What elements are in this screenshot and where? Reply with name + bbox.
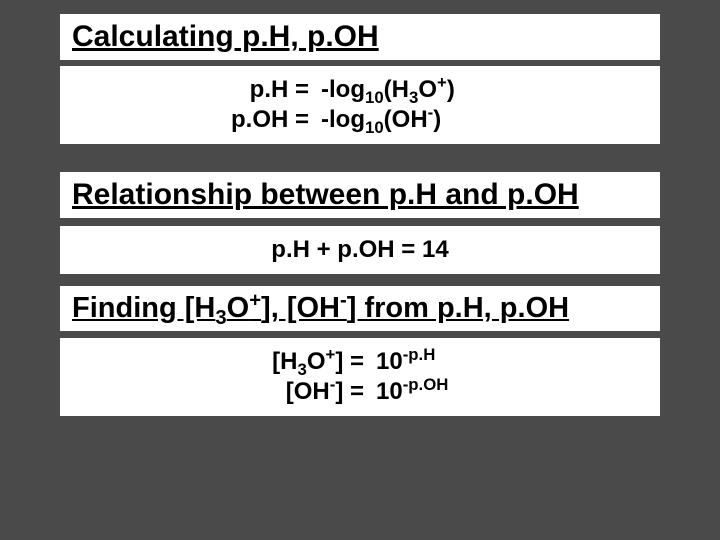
formula-right: 10-p.H: [370, 348, 530, 376]
formulas-finding: [H3O+] = 10-p.H [OH-] = 10-p.OH: [60, 338, 660, 416]
formula-left: p.H =: [185, 76, 315, 104]
formula-left: [OH-] =: [190, 378, 370, 406]
formula-left: [H3O+] =: [190, 348, 370, 376]
heading-relationship: Relationship between p.H and p.OH: [60, 172, 660, 218]
formula-right: -log10(OH-): [315, 106, 535, 134]
heading-finding: Finding [H3O+], [OH-] from p.H, p.OH: [60, 286, 660, 331]
formula-ph-def: p.H = -log10(H3O+): [72, 76, 648, 104]
formula-left: p.OH =: [185, 106, 315, 134]
formulas-calculating: p.H = -log10(H3O+) p.OH = -log10(OH-): [60, 66, 660, 144]
formula-oh-conc: [OH-] = 10-p.OH: [72, 378, 648, 406]
formula-h3o-conc: [H3O+] = 10-p.H: [72, 348, 648, 376]
formula-right: -log10(H3O+): [315, 76, 535, 104]
heading-calculating: Calculating p.H, p.OH: [60, 14, 660, 60]
formula-right: 10-p.OH: [370, 378, 530, 406]
formula-ph-plus-poh: p.H + p.OH = 14: [60, 226, 660, 274]
formula-poh-def: p.OH = -log10(OH-): [72, 106, 648, 134]
